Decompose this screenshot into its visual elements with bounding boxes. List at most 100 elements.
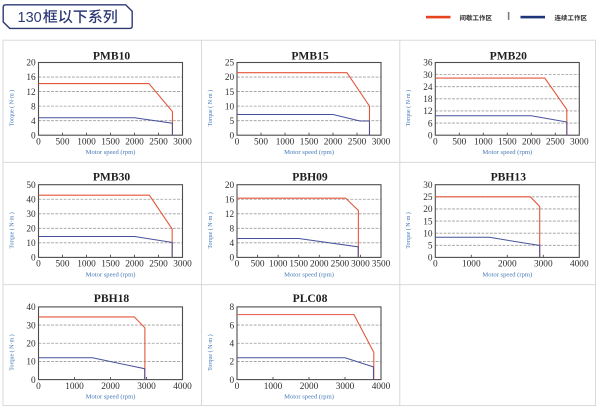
- svg-text:2500: 2500: [331, 260, 350, 270]
- svg-text:Torque ( N·m ): Torque ( N·m ): [405, 212, 412, 248]
- svg-text:16: 16: [26, 73, 36, 83]
- svg-text:1000: 1000: [269, 260, 288, 270]
- svg-text:0: 0: [230, 131, 235, 141]
- svg-text:500: 500: [56, 260, 70, 270]
- svg-text:0: 0: [230, 376, 235, 386]
- svg-text:PLC08: PLC08: [293, 292, 328, 305]
- svg-text:3000: 3000: [173, 137, 192, 147]
- svg-text:Motor speed (rpm): Motor speed (rpm): [284, 394, 334, 401]
- svg-text:2500: 2500: [546, 137, 565, 147]
- svg-text:3000: 3000: [336, 382, 355, 392]
- svg-text:0: 0: [36, 260, 41, 270]
- svg-text:Torque ( N·m ): Torque ( N·m ): [8, 90, 15, 126]
- svg-text:0: 0: [235, 382, 240, 392]
- svg-text:0: 0: [31, 254, 36, 264]
- svg-text:2500: 2500: [348, 137, 367, 147]
- svg-text:18: 18: [423, 95, 433, 105]
- svg-text:40: 40: [26, 195, 36, 205]
- svg-text:20: 20: [225, 181, 235, 191]
- svg-text:4: 4: [230, 239, 235, 249]
- svg-text:10: 10: [26, 239, 36, 249]
- svg-text:0: 0: [433, 260, 438, 270]
- svg-text:8: 8: [230, 225, 235, 235]
- svg-text:Torque ( N·m ): Torque ( N·m ): [207, 90, 214, 126]
- svg-text:1000: 1000: [65, 382, 84, 392]
- svg-text:4000: 4000: [570, 260, 589, 270]
- svg-text:Torque ( N·m ): Torque ( N·m ): [405, 90, 412, 126]
- svg-text:PBH18: PBH18: [94, 292, 130, 305]
- svg-text:Torque ( N·m ): Torque ( N·m ): [8, 212, 15, 248]
- svg-text:1500: 1500: [498, 137, 517, 147]
- svg-text:2500: 2500: [149, 260, 168, 270]
- svg-text:2000: 2000: [125, 137, 144, 147]
- svg-text:Motor speed (rpm): Motor speed (rpm): [284, 271, 334, 278]
- svg-text:Torque ( N·m ): Torque ( N·m ): [207, 212, 214, 248]
- svg-text:2000: 2000: [300, 382, 319, 392]
- svg-text:5: 5: [428, 241, 433, 251]
- svg-text:Motor speed (rpm): Motor speed (rpm): [86, 394, 136, 401]
- svg-text:0: 0: [36, 382, 41, 392]
- svg-text:1000: 1000: [77, 260, 96, 270]
- svg-text:1000: 1000: [264, 382, 283, 392]
- svg-text:50: 50: [26, 181, 36, 191]
- svg-text:16: 16: [225, 195, 235, 205]
- svg-text:1500: 1500: [101, 260, 120, 270]
- svg-text:2500: 2500: [149, 137, 168, 147]
- svg-text:36: 36: [423, 59, 433, 69]
- svg-text:Motor speed (rpm): Motor speed (rpm): [86, 149, 136, 156]
- svg-text:PBH09: PBH09: [292, 171, 328, 184]
- svg-text:30: 30: [26, 321, 36, 331]
- svg-text:2000: 2000: [310, 260, 329, 270]
- svg-text:3500: 3500: [372, 260, 391, 270]
- svg-text:6: 6: [428, 119, 433, 129]
- svg-text:15: 15: [423, 217, 433, 227]
- svg-text:0: 0: [36, 137, 41, 147]
- svg-text:Motor speed (rpm): Motor speed (rpm): [482, 271, 532, 278]
- svg-text:40: 40: [26, 303, 36, 313]
- svg-text:1500: 1500: [289, 260, 308, 270]
- svg-text:2: 2: [230, 358, 235, 368]
- svg-text:20: 20: [26, 225, 36, 235]
- svg-text:4000: 4000: [173, 382, 192, 392]
- svg-text:Motor speed (rpm): Motor speed (rpm): [86, 271, 136, 278]
- svg-text:130: 130: [18, 10, 42, 26]
- svg-text:20: 20: [26, 339, 36, 349]
- svg-text:PMB10: PMB10: [93, 49, 131, 62]
- svg-text:2000: 2000: [101, 382, 120, 392]
- svg-text:1000: 1000: [77, 137, 96, 147]
- svg-text:PMB15: PMB15: [291, 49, 329, 62]
- svg-text:20: 20: [225, 73, 235, 83]
- svg-text:30: 30: [423, 71, 433, 81]
- svg-text:1500: 1500: [101, 137, 120, 147]
- svg-text:24: 24: [423, 83, 433, 93]
- svg-text:0: 0: [428, 131, 433, 141]
- svg-text:PMB20: PMB20: [490, 49, 528, 62]
- svg-text:2000: 2000: [498, 260, 517, 270]
- svg-text:30: 30: [423, 181, 433, 191]
- svg-text:1000: 1000: [474, 137, 493, 147]
- svg-text:10: 10: [423, 229, 433, 239]
- svg-text:Torque ( N·m ): Torque ( N·m ): [207, 334, 214, 370]
- svg-text:Motor speed (rpm): Motor speed (rpm): [482, 149, 532, 156]
- svg-text:Torque ( N·m ): Torque ( N·m ): [8, 334, 15, 370]
- svg-text:500: 500: [251, 260, 265, 270]
- svg-text:0: 0: [31, 376, 36, 386]
- svg-text:0: 0: [230, 254, 235, 264]
- svg-text:2000: 2000: [522, 137, 541, 147]
- svg-text:4000: 4000: [372, 382, 391, 392]
- svg-text:25: 25: [225, 59, 235, 69]
- svg-text:PMB30: PMB30: [93, 171, 131, 184]
- svg-text:3000: 3000: [372, 137, 391, 147]
- svg-text:10: 10: [225, 102, 235, 112]
- svg-text:12: 12: [225, 210, 235, 220]
- svg-text:3000: 3000: [351, 260, 370, 270]
- svg-text:12: 12: [423, 107, 433, 117]
- svg-text:1000: 1000: [276, 137, 295, 147]
- svg-text:3000: 3000: [173, 260, 192, 270]
- svg-text:10: 10: [26, 358, 36, 368]
- svg-text:4: 4: [230, 339, 235, 349]
- svg-text:1000: 1000: [462, 260, 481, 270]
- svg-text:5: 5: [230, 117, 235, 127]
- svg-text:500: 500: [452, 137, 466, 147]
- svg-text:0: 0: [235, 137, 240, 147]
